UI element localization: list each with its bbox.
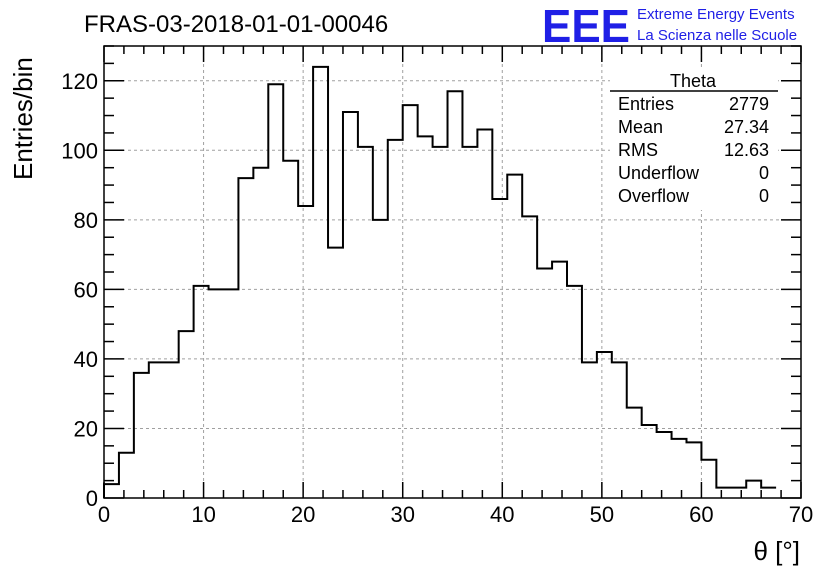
chart-title: FRAS-03-2018-01-01-00046 [84,11,388,38]
histogram-bin [403,105,418,498]
histogram-bin [746,481,761,498]
x-tick-label: 30 [390,502,414,527]
histogram-bin [477,129,492,498]
histogram-bin [149,362,164,498]
stats-row-label: Overflow [618,186,690,206]
histogram-bin [761,488,776,498]
histogram-bin [597,352,612,498]
eee-logo-line2: La Scienza nelle Scuole [637,27,797,44]
histogram-bin [283,161,298,498]
histogram-bin [223,289,238,498]
histogram-bin [238,178,253,498]
grid-lines [104,46,801,498]
histogram-bin [313,67,328,498]
x-tick-label: 0 [98,502,110,527]
stats-row-label: RMS [618,140,658,160]
histogram-bin [328,248,343,498]
histogram-bin [253,168,268,498]
stats-row-label: Mean [618,117,663,137]
histogram-bin [701,460,716,498]
stats-row-value: 0 [759,186,769,206]
y-tick-label: 0 [86,486,98,511]
x-tick-label: 40 [490,502,514,527]
histogram-bin [731,488,746,498]
stats-row-value: 12.63 [724,140,769,160]
histogram-bin [507,175,522,498]
stats-row-label: Underflow [618,163,700,183]
x-tick-label: 70 [789,502,813,527]
histogram-bin [343,112,358,498]
y-tick-label: 100 [61,138,98,163]
histogram-bin [134,373,149,498]
stats-row-value: 2779 [729,94,769,114]
eee-logo-mark: EEE [542,0,630,52]
x-tick-label: 50 [590,502,614,527]
histogram-bin [194,286,209,498]
stats-row-value: 0 [759,163,769,183]
histogram-bin [388,140,403,498]
histogram-bin [462,147,477,498]
y-tick-label: 40 [74,347,98,372]
histogram-bin [567,286,582,498]
x-tick-label: 20 [291,502,315,527]
histogram-bin [522,216,537,498]
x-tick-labels: 0 10 20 30 40 50 60 70 [98,502,813,527]
y-axis-title: Entries/bin [8,57,38,180]
histogram-bin [298,206,313,498]
histogram-bin [179,331,194,498]
axis-ticks [103,45,802,499]
histogram-bin [686,442,701,498]
y-tick-label: 60 [74,277,98,302]
histogram-bin [552,262,567,498]
stats-row-label: Entries [618,94,674,114]
histogram-bin [716,488,731,498]
histogram-bin [537,269,552,498]
histogram-bin [672,439,687,498]
histogram-bin [373,220,388,498]
histogram-bin [492,199,507,498]
histogram-bin [268,84,283,498]
histogram-bin [164,362,179,498]
histogram-bin [627,408,642,498]
stats-box-title: Theta [670,71,717,91]
x-axis-title: θ [°] [753,536,800,566]
histogram-bin [448,91,463,498]
x-tick-label: 60 [689,502,713,527]
histogram-outline [103,65,777,498]
y-tick-labels: 0 20 40 60 80 100 120 [61,69,98,511]
stats-box: Theta Entries 2779 Mean 27.34 RMS 12.63 Underf… [610,70,778,210]
y-tick-label: 80 [74,208,98,233]
histogram-bin [433,147,448,498]
histogram-bin [418,136,433,498]
histogram-bin [358,147,373,498]
histogram-bin [104,484,119,498]
histogram-bin [119,453,134,498]
histogram-bin [582,362,597,498]
y-tick-label: 120 [61,69,98,94]
histogram-bin [612,362,627,498]
y-tick-label: 20 [74,416,98,441]
eee-logo: EEE Extreme Energy Events La Scienza nel… [542,0,797,52]
stats-row-value: 27.34 [724,117,769,137]
histogram-bin [209,289,224,498]
eee-logo-line1: Extreme Energy Events [637,6,795,23]
histogram-bin [657,432,672,498]
histogram-bin [642,425,657,498]
x-tick-label: 10 [191,502,215,527]
